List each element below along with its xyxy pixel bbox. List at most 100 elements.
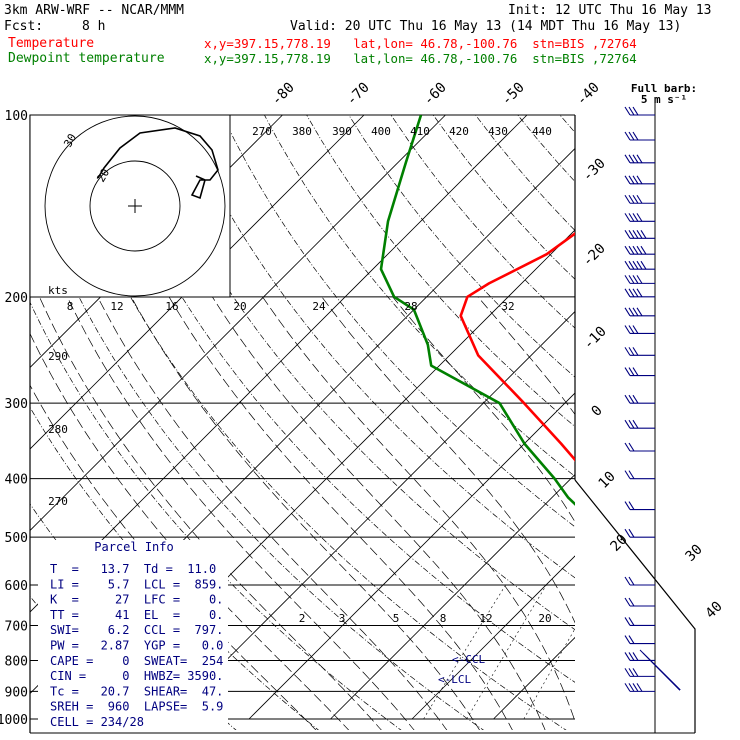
dry-adiabat-line bbox=[95, 115, 575, 683]
mixing-ratio-label: 12 bbox=[479, 612, 492, 625]
hodograph-speed-tick: 20 bbox=[233, 300, 246, 313]
parcel-info-row: SREH = 960 LAPSE= 5.9 bbox=[50, 700, 223, 714]
wind-barb-flag bbox=[628, 617, 635, 626]
isotherm-label: 0 bbox=[589, 403, 606, 420]
dewpoint-legend: Dewpoint temperature bbox=[8, 51, 165, 66]
mixing-ratio-label: 5 bbox=[393, 612, 400, 625]
dry-adiabat-line bbox=[179, 115, 575, 579]
frame-right-slant bbox=[574, 479, 696, 733]
isotherm-label: 20 bbox=[608, 532, 631, 555]
wind-barb-flag bbox=[632, 106, 639, 116]
parcel-info-row: CIN = 0 HWBZ= 3590. bbox=[50, 669, 223, 683]
isotherm-line bbox=[248, 392, 575, 720]
wind-barb-flag bbox=[628, 668, 635, 677]
hodograph-ring-label: 20 bbox=[94, 167, 112, 185]
isotherm-line bbox=[330, 473, 575, 720]
wind-barb bbox=[624, 260, 655, 270]
init-time: Init: 12 UTC Thu 16 May 13 bbox=[508, 3, 712, 18]
wind-barb bbox=[624, 617, 655, 626]
isotherm-label: -30 bbox=[580, 156, 609, 185]
wind-barb-flag bbox=[632, 394, 639, 404]
wind-barb-flag bbox=[624, 260, 631, 270]
wind-barb-flag bbox=[628, 194, 635, 204]
wind-barb-flag bbox=[628, 325, 635, 334]
wind-barb-flag bbox=[628, 394, 635, 404]
hodograph-speed-tick: 16 bbox=[165, 300, 178, 313]
wind-barb-flag bbox=[628, 106, 635, 116]
hodograph-ring-inner bbox=[89, 160, 181, 252]
mixing-ratio-label: 8 bbox=[440, 612, 447, 625]
parcel-info-row: Tc = 20.7 SHEAR= 47. bbox=[50, 684, 223, 698]
hodograph-speed-tick: 8 bbox=[67, 300, 74, 313]
wind-barb-flag bbox=[632, 668, 639, 677]
wind-barb-flag bbox=[636, 288, 643, 298]
wind-barb-flag bbox=[632, 131, 639, 141]
forecast-label: Fcst: bbox=[4, 19, 44, 34]
parcel-info-row: K = 27 LFC = 0. bbox=[50, 593, 223, 607]
wind-barb-flag bbox=[624, 419, 631, 429]
isotherm-label: 30 bbox=[683, 542, 706, 565]
isotherm-label: -10 bbox=[581, 324, 610, 353]
moist-adiabat-line bbox=[685, 297, 740, 732]
moist-adiabat-line bbox=[168, 296, 513, 730]
theta-label: 270 bbox=[48, 495, 68, 508]
parcel-info-row: CELL = 234/28 bbox=[50, 715, 144, 729]
wind-barb-flag bbox=[624, 213, 631, 222]
wind-barb-flag bbox=[640, 245, 647, 255]
wind-barb-flag bbox=[624, 288, 631, 298]
wind-barb-flag bbox=[628, 470, 635, 479]
pressure-label: 600 bbox=[5, 579, 28, 594]
forecast-hour: 8 h bbox=[82, 19, 106, 34]
wind-barb bbox=[624, 347, 655, 356]
wind-barb-flag bbox=[632, 229, 639, 239]
wind-barb-flag bbox=[628, 175, 635, 185]
dry-adiabat-line bbox=[30, 301, 402, 730]
wind-barb bbox=[624, 597, 655, 607]
wind-barb bbox=[624, 528, 655, 538]
wind-barb-flag bbox=[624, 275, 631, 284]
parcel-info-title: Parcel Info bbox=[94, 540, 173, 554]
wind-barb bbox=[624, 275, 655, 284]
mixing-ratio-line bbox=[423, 584, 506, 720]
mixing-ratio-label: 20 bbox=[538, 612, 551, 625]
barb-scale-unit: 5 m s⁻¹ bbox=[641, 93, 687, 106]
wind-barb-flag bbox=[636, 213, 643, 222]
wind-barb-flag bbox=[624, 367, 631, 376]
mixing-ratio-line bbox=[466, 584, 547, 720]
isotherm-line bbox=[411, 555, 575, 720]
dry-adiabat-line bbox=[559, 115, 575, 134]
wind-barb-flag bbox=[628, 347, 635, 356]
wind-barb-flag bbox=[628, 635, 635, 644]
theta-e-label: 410 bbox=[410, 125, 430, 138]
pressure-label: 500 bbox=[5, 531, 28, 546]
dry-adiabat-line bbox=[475, 115, 575, 231]
wind-barb-flag bbox=[624, 106, 631, 116]
mixing-ratio-label: 3 bbox=[339, 612, 346, 625]
wind-barb-flag bbox=[628, 576, 635, 586]
parcel-info-row: CAPE = 0 SWEAT= 254 bbox=[50, 654, 223, 668]
wind-barb bbox=[624, 229, 655, 239]
wind-barb-flag bbox=[624, 307, 631, 317]
isotherm-label: -50 bbox=[499, 80, 528, 109]
wind-barb-flag bbox=[632, 175, 639, 185]
dry-adiabat-line bbox=[517, 115, 575, 183]
wind-barb bbox=[624, 288, 655, 298]
dry-adiabat-line bbox=[306, 115, 575, 428]
hodograph-speed-tick: 24 bbox=[312, 300, 326, 313]
parcel-info-row: LI = 5.7 LCL = 859. bbox=[50, 577, 223, 591]
wind-barb bbox=[624, 131, 655, 141]
theta-label: 280 bbox=[48, 423, 68, 436]
wind-barb-flag bbox=[624, 325, 631, 334]
wind-barb-flag bbox=[632, 325, 639, 334]
wind-barb bbox=[624, 652, 655, 662]
isotherm-line bbox=[493, 636, 575, 720]
wind-barb-flag bbox=[632, 347, 639, 356]
wind-barb-flag bbox=[624, 229, 631, 239]
parcel-info-row: PW = 2.87 YGP = 0.0 bbox=[50, 639, 223, 653]
wind-barb-flag bbox=[628, 442, 635, 452]
moist-adiabat-line bbox=[578, 297, 709, 732]
wind-barb-flag bbox=[628, 288, 635, 298]
isotherm-line bbox=[30, 115, 446, 532]
wind-barb-flag bbox=[628, 260, 635, 270]
wind-barb-flag bbox=[628, 683, 635, 692]
